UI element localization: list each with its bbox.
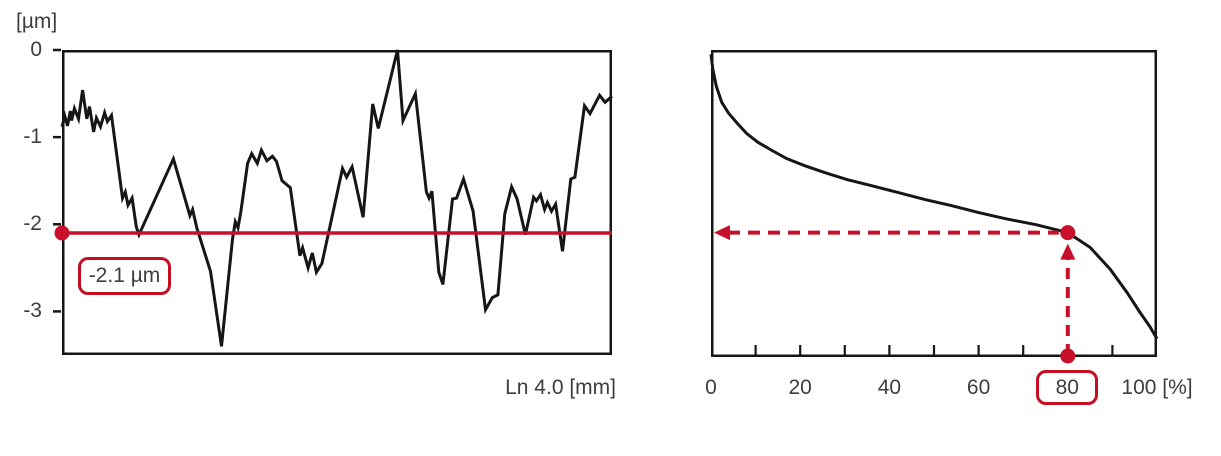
y-tick-label: -1 [23, 125, 42, 149]
material-ratio-panel: 0 20 40 60 80 100 [%] [705, 50, 1193, 405]
material-ratio-frame [711, 50, 1157, 357]
material-ratio-chart [709, 50, 1159, 364]
left-arrowhead [714, 225, 730, 241]
material-ratio-curve-line [709, 54, 1159, 340]
roughness-profile-chart [53, 48, 613, 355]
y-tick-label: -2 [23, 212, 42, 236]
cutting-depth-label: -2.1 µm [78, 257, 171, 295]
y-tick-label: -3 [23, 299, 42, 323]
profile-frame [62, 50, 612, 355]
x-tick-label: 100 [%] [1121, 376, 1193, 399]
x-tick-label: 0 [705, 376, 717, 399]
x-tick-label-boxed: 80 [1036, 370, 1099, 405]
profile-y-unit-label: [µm] [16, 10, 58, 33]
roughness-profile-panel: [µm] Ln 4.0 [mm] -2.1 µm 0 -1 -2 -3 [16, 10, 616, 399]
profile-x-axis-label: Ln 4.0 [mm] [505, 376, 616, 399]
curve-intersection-dot [1060, 225, 1076, 241]
roughness-profile-line [60, 49, 613, 347]
x-tick-label: 60 [966, 376, 991, 399]
x-tick-label: 40 [877, 376, 902, 399]
up-arrowhead [1060, 243, 1076, 260]
y-tick-label: 0 [30, 38, 42, 61]
axis-dot [54, 225, 70, 241]
x-tick-label: 20 [788, 376, 812, 399]
axis-dot [1060, 348, 1076, 364]
